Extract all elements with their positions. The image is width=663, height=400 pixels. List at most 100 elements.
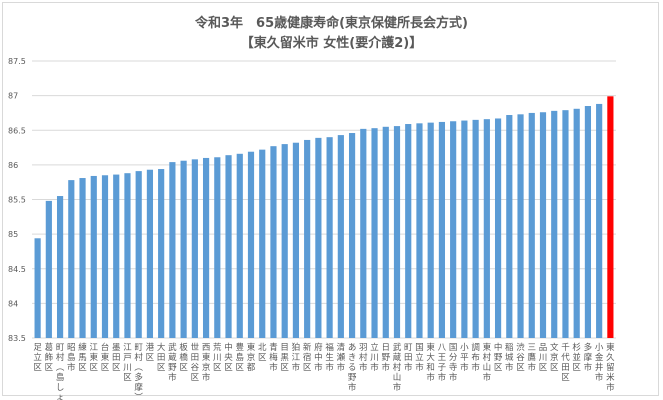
- x-tick-label: 三鷹市: [528, 343, 537, 373]
- bar: [158, 169, 165, 338]
- y-tick-label: 86.5: [8, 126, 26, 135]
- bar: [191, 159, 198, 338]
- x-tick-label: 文京区: [550, 342, 559, 373]
- bar: [551, 110, 558, 338]
- bar: [270, 146, 277, 338]
- bar: [348, 133, 356, 338]
- x-tick-label: 稲城市: [505, 342, 514, 373]
- bar: [225, 155, 232, 338]
- bar: [472, 119, 479, 338]
- y-tick-label: 86: [8, 161, 18, 170]
- x-tick-label: 渋谷区: [516, 342, 525, 373]
- chart-title: 令和3年 65歳健康寿命(東京保健所長会方式): [194, 16, 469, 31]
- x-tick-label: 国分寺市: [449, 343, 458, 383]
- x-tick-label: 国立市: [415, 343, 424, 373]
- x-tick-label: 中野区: [494, 342, 503, 373]
- x-tick-label: 町村︵多摩︶: [134, 343, 143, 400]
- y-tick-label: 84.5: [8, 265, 26, 274]
- bar: [124, 173, 131, 338]
- bar: [461, 120, 468, 339]
- x-tick-label: 武蔵野市: [168, 342, 177, 383]
- bar: [506, 115, 513, 338]
- bar: [180, 160, 187, 338]
- bar: [247, 151, 255, 338]
- x-tick-label: 町村︵島しょ︶: [56, 343, 65, 400]
- bar: [517, 114, 524, 338]
- x-tick-label: 武蔵村山市: [393, 342, 402, 393]
- bar: [68, 180, 75, 338]
- bar: [135, 171, 142, 338]
- bar: [146, 169, 154, 338]
- bar: [259, 149, 266, 338]
- x-tick-label: 江戸川区: [123, 343, 132, 383]
- x-tick-label: 大田区: [157, 342, 166, 373]
- x-tick-label: 豊島区: [236, 342, 245, 373]
- bar: [539, 112, 547, 339]
- bar: [573, 108, 580, 338]
- x-tick-label: 多摩市: [584, 342, 593, 373]
- x-tick-label: 東久留米市: [606, 342, 615, 393]
- y-tick-label: 84: [8, 299, 18, 308]
- x-tick-label: 調布市: [471, 342, 480, 373]
- x-tick-label: 台東区: [101, 342, 110, 373]
- bar: [326, 137, 333, 338]
- x-tick-label: 東京都: [247, 342, 256, 373]
- bar: [90, 175, 97, 338]
- bar: [427, 122, 434, 338]
- bar: [584, 106, 592, 338]
- x-tick-label: 足立区: [33, 343, 42, 373]
- x-tick-label: 東村山市: [483, 342, 492, 383]
- chart-subtitle: 【東久留米市 女性(要介護2)】: [240, 36, 423, 51]
- bar: [371, 128, 378, 338]
- bar: [113, 174, 120, 338]
- y-tick-label: 83.5: [8, 334, 26, 343]
- y-tick-label: 85.5: [8, 196, 26, 205]
- bar: [315, 137, 322, 338]
- x-tick-label: 昭島市: [67, 343, 76, 373]
- x-tick-label: 町田市: [404, 343, 413, 373]
- bar: [494, 118, 502, 338]
- x-tick-label: 練馬区: [78, 342, 87, 373]
- bar: [528, 112, 535, 338]
- bar: [101, 175, 109, 338]
- x-tick-label: 青梅市: [269, 342, 278, 373]
- x-tick-label: 福生市: [325, 342, 334, 373]
- bar: [34, 238, 41, 338]
- bar: [292, 142, 300, 338]
- bar: [337, 135, 344, 338]
- x-tick-label: 小金井市: [595, 342, 604, 383]
- bar: [202, 157, 210, 338]
- bar: [382, 126, 389, 338]
- bar: [304, 139, 311, 338]
- bar: [236, 153, 243, 338]
- x-tick-label: 品川区: [539, 343, 548, 373]
- bar: [450, 121, 457, 338]
- bar: [169, 162, 176, 338]
- x-tick-label: 西東京市: [202, 343, 211, 383]
- x-tick-label: 立川市: [370, 342, 379, 373]
- x-tick-label: 世田谷区: [191, 342, 200, 383]
- bar: [45, 200, 52, 338]
- x-tick-label: 板橋区: [179, 342, 188, 373]
- bar: [393, 126, 401, 338]
- bar: [483, 119, 490, 338]
- bar: [405, 124, 412, 338]
- x-tick-label: 小平市: [460, 342, 469, 373]
- x-tick-label: 墨田区: [112, 343, 121, 373]
- x-tick-label: 北区: [258, 343, 267, 363]
- x-tick-label: 千代田区: [561, 342, 570, 383]
- bar: [438, 121, 446, 338]
- x-tick-label: 八王子市: [438, 343, 447, 383]
- x-tick-label: 港区: [146, 342, 155, 363]
- x-tick-label: 杉並区: [572, 342, 581, 373]
- bar: [562, 110, 569, 338]
- y-tick-label: 87.5: [8, 57, 26, 66]
- bar: [416, 123, 423, 338]
- x-tick-label: 清瀬市: [337, 342, 346, 373]
- bar: [596, 103, 603, 338]
- x-tick-label: 府中市: [314, 342, 323, 373]
- bar: [214, 157, 221, 338]
- x-tick-label: 東大和市: [426, 342, 435, 383]
- y-tick-label: 85: [8, 230, 18, 239]
